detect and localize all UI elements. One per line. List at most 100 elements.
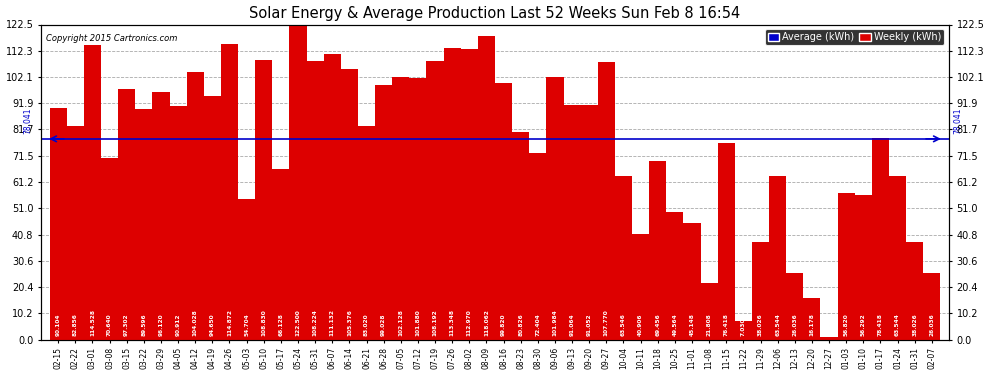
Text: 108.192: 108.192 [433,309,438,336]
Bar [821,337,838,339]
Text: 26.036: 26.036 [792,313,797,336]
Bar [495,83,512,339]
Text: 118.062: 118.062 [484,309,489,336]
Text: 80.826: 80.826 [518,313,523,336]
Bar [872,138,889,339]
Text: 49.564: 49.564 [672,313,677,336]
Bar [152,92,169,339]
Text: 122.500: 122.500 [295,309,301,336]
Text: 90.104: 90.104 [55,313,60,336]
Bar [221,44,238,339]
Bar [307,61,324,339]
Text: 63.546: 63.546 [621,313,626,336]
Text: 70.640: 70.640 [107,313,112,336]
Bar [392,77,409,339]
Text: 78.041: 78.041 [953,107,962,134]
Text: 108.224: 108.224 [313,309,318,336]
Bar [272,170,289,339]
Text: 83.020: 83.020 [364,313,369,336]
Text: 69.456: 69.456 [655,313,660,336]
Text: 108.830: 108.830 [261,309,266,336]
Bar [649,161,666,339]
Text: 54.704: 54.704 [245,313,249,336]
Bar [924,273,940,339]
Bar [478,36,495,339]
Bar [803,298,821,339]
Text: 96.120: 96.120 [158,313,163,336]
Text: 76.418: 76.418 [724,313,729,336]
Bar [187,72,204,339]
Text: 21.808: 21.808 [707,313,712,336]
Text: 91.052: 91.052 [587,313,592,336]
Text: 40.906: 40.906 [639,313,644,336]
Bar [358,126,375,339]
Bar [838,194,854,339]
Text: 78.041: 78.041 [23,107,32,134]
Text: 45.148: 45.148 [689,313,695,336]
Text: 113.348: 113.348 [449,309,454,336]
Text: 99.820: 99.820 [501,313,506,336]
Text: 105.376: 105.376 [346,309,351,336]
Text: 82.856: 82.856 [73,313,78,336]
Text: 63.544: 63.544 [895,313,900,336]
Text: 102.128: 102.128 [398,309,403,336]
Bar [136,109,152,339]
Bar [735,321,752,339]
Bar [66,126,84,339]
Bar [50,108,66,339]
Bar [632,234,649,339]
Bar [546,77,563,339]
Bar [615,176,632,339]
Text: 66.128: 66.128 [278,313,283,336]
Bar [718,143,735,339]
Bar [752,242,769,339]
Bar [101,158,118,339]
Text: 101.984: 101.984 [552,309,557,336]
Text: 26.036: 26.036 [930,313,935,336]
Bar [118,89,136,339]
Text: 114.872: 114.872 [227,309,232,336]
Text: 72.404: 72.404 [536,313,541,336]
Text: 89.596: 89.596 [142,313,147,336]
Text: 90.912: 90.912 [175,313,180,336]
Text: 56.820: 56.820 [843,313,848,336]
Bar [289,24,307,339]
Bar [84,45,101,339]
Bar [889,176,906,339]
Bar [666,212,683,339]
Bar [341,69,358,339]
Bar [409,78,427,339]
Legend: Average (kWh), Weekly (kWh): Average (kWh), Weekly (kWh) [764,29,944,45]
Bar [683,224,701,339]
Bar [854,195,872,339]
Text: 107.770: 107.770 [604,309,609,336]
Text: 38.026: 38.026 [912,313,917,336]
Text: Copyright 2015 Cartronics.com: Copyright 2015 Cartronics.com [46,34,177,43]
Text: 112.970: 112.970 [467,309,472,336]
Bar [598,62,615,339]
Bar [906,242,924,339]
Text: 16.178: 16.178 [810,313,815,336]
Bar [255,60,272,339]
Bar [324,54,341,339]
Bar [512,132,530,339]
Bar [460,49,478,339]
Bar [204,96,221,339]
Text: 114.528: 114.528 [90,309,95,336]
Bar [701,284,718,339]
Title: Solar Energy & Average Production Last 52 Weeks Sun Feb 8 16:54: Solar Energy & Average Production Last 5… [249,6,741,21]
Text: 104.028: 104.028 [193,309,198,336]
Text: 78.418: 78.418 [878,313,883,336]
Bar [375,85,392,339]
Text: 101.880: 101.880 [416,309,421,336]
Bar [581,105,598,339]
Text: 7.030: 7.030 [741,317,745,336]
Bar [444,48,460,339]
Text: 111.132: 111.132 [330,309,335,336]
Bar [427,61,444,339]
Text: 94.650: 94.650 [210,313,215,336]
Text: 63.544: 63.544 [775,313,780,336]
Bar [169,106,187,339]
Text: 91.064: 91.064 [569,313,574,336]
Bar [238,199,255,339]
